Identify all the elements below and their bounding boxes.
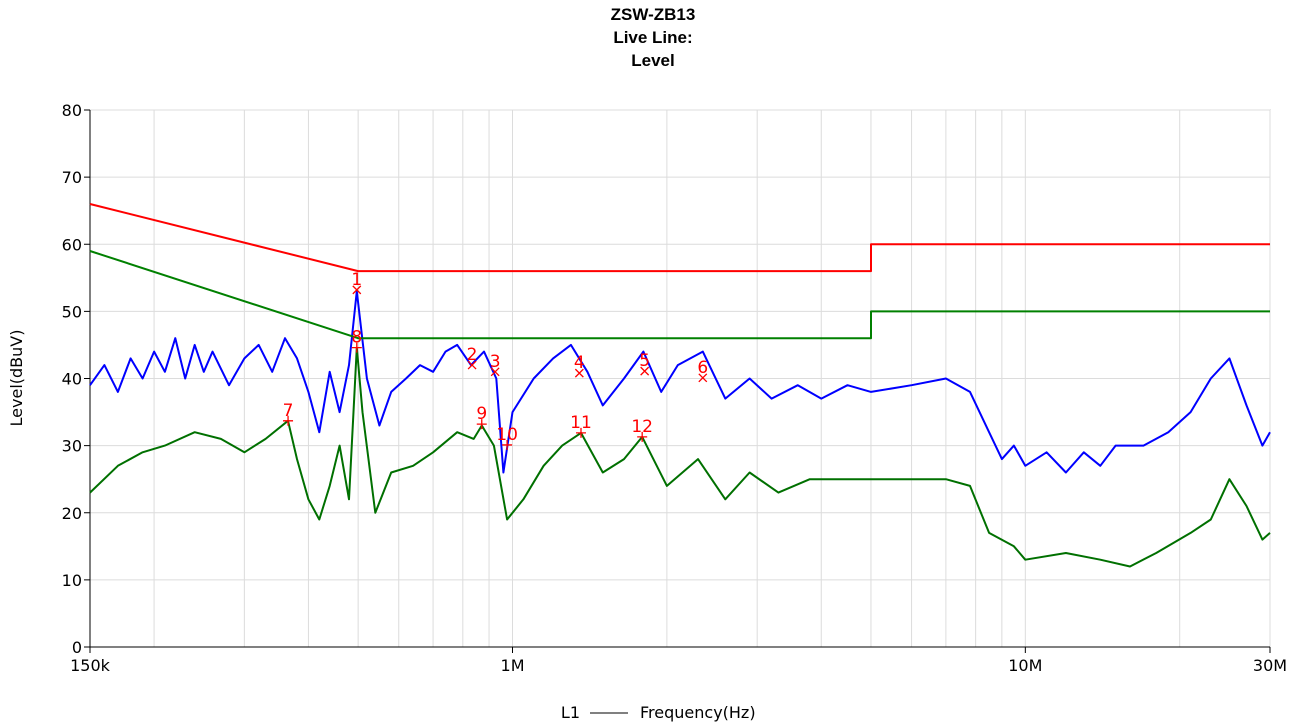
series-line: [89, 250, 1270, 340]
marker-label: 5: [639, 351, 650, 371]
marker: [467, 360, 477, 370]
marker-label: 7: [283, 401, 294, 421]
y-tick-label: 70: [62, 168, 82, 187]
marker: [575, 427, 586, 438]
marker-label: 2: [467, 345, 478, 365]
marker-label: 12: [631, 417, 653, 437]
y-axis-label: Level(dBuV): [7, 330, 26, 427]
marker-label: 6: [697, 358, 708, 378]
marker: [476, 419, 487, 430]
marker: [283, 415, 294, 426]
marker-label: 1: [351, 270, 362, 290]
marker-label: 11: [570, 413, 592, 433]
marker: [640, 366, 650, 376]
y-tick-label: 30: [62, 437, 82, 456]
y-tick-label: 40: [62, 370, 82, 389]
y-tick-label: 20: [62, 504, 82, 523]
y-tick-label: 60: [62, 235, 82, 254]
series-line: [89, 290, 1271, 474]
series-line: [89, 203, 1270, 273]
chart-title: Live Line:: [613, 28, 692, 47]
y-tick-label: 10: [62, 571, 82, 590]
marker: [574, 368, 584, 378]
marker-label: 3: [490, 352, 501, 372]
x-tick-label: 30M: [1253, 656, 1287, 675]
x-axis-label: Frequency(Hz): [640, 703, 756, 722]
chart-title: ZSW-ZB13: [611, 5, 696, 24]
legend-label: L1: [561, 703, 580, 722]
chart-title: Level: [631, 51, 674, 70]
x-tick-label: 1M: [501, 656, 525, 675]
series-line: [89, 346, 1271, 568]
x-tick-label: 150k: [70, 656, 111, 675]
marker-label: 8: [351, 328, 362, 348]
y-tick-label: 80: [62, 101, 82, 120]
marker: [490, 367, 500, 377]
marker: [698, 373, 708, 383]
y-tick-label: 50: [62, 302, 82, 321]
marker-label: 4: [574, 353, 585, 373]
x-tick-label: 10M: [1008, 656, 1042, 675]
marker-label: 10: [496, 425, 518, 445]
marker: [502, 439, 513, 450]
y-tick-label: 0: [72, 638, 82, 657]
marker: [351, 342, 362, 353]
marker: [637, 431, 648, 442]
marker: [352, 285, 362, 295]
marker-label: 9: [476, 404, 487, 424]
